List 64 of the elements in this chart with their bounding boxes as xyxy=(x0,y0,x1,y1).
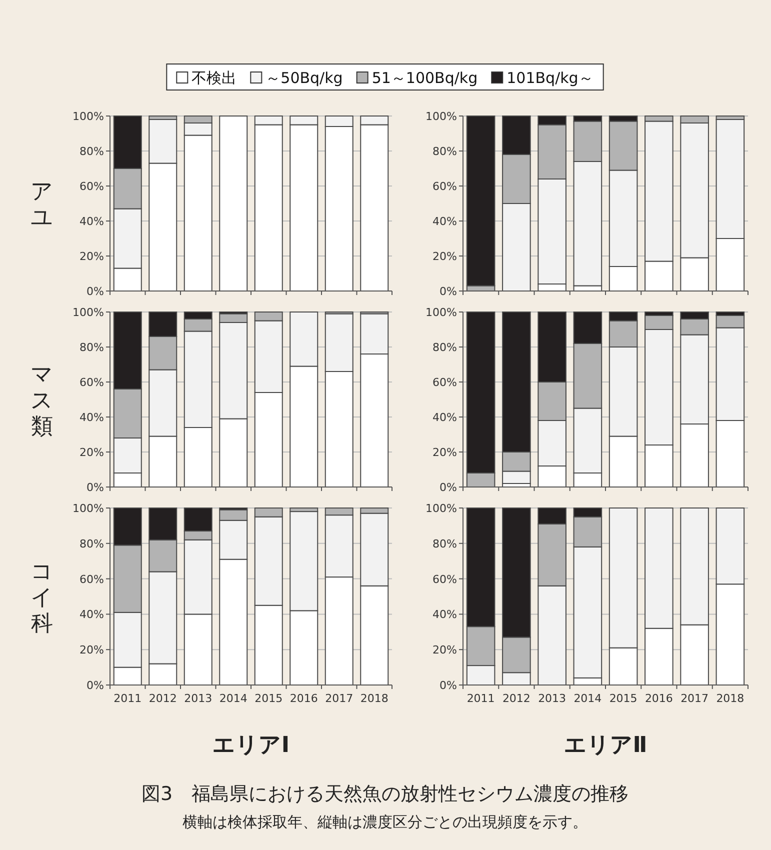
y-tick-label: 0% xyxy=(86,285,104,298)
x-tick-label: 2014 xyxy=(574,692,602,705)
x-tick-label: 2016 xyxy=(290,692,318,705)
x-tick-label: 2018 xyxy=(360,692,388,705)
x-tick-label: 2011 xyxy=(114,692,142,705)
legend-label: 51～100Bq/kg xyxy=(372,69,478,87)
x-tick-label: 2011 xyxy=(466,692,495,705)
y-tick-label: 40% xyxy=(80,411,104,424)
y-tick-label: 80% xyxy=(432,145,457,158)
y-tick-label: 80% xyxy=(80,145,104,158)
y-axis-title: マス類 xyxy=(30,362,54,440)
y-tick-label: 60% xyxy=(80,572,104,586)
y-axis-title: コイ科 xyxy=(30,560,54,636)
y-tick-label: 100% xyxy=(426,306,457,319)
legend-label: 101Bq/kg～ xyxy=(506,69,594,87)
y-tick-label: 20% xyxy=(80,644,104,657)
series-label: ～50Bq/kg xyxy=(266,69,343,87)
y-tick-label: 100% xyxy=(426,502,457,515)
y-tick-label: 40% xyxy=(432,215,457,228)
y-tick-label: 80% xyxy=(80,537,104,550)
x-axis-title: エリアⅠ xyxy=(212,733,290,758)
x-tick-label: 2015 xyxy=(609,692,638,705)
y-tick-label: 0% xyxy=(440,481,457,494)
x-tick-label: 2016 xyxy=(644,692,673,705)
y-tick-label: 20% xyxy=(432,446,457,459)
y-tick-label: 60% xyxy=(80,180,104,193)
bar xyxy=(466,116,496,286)
y-tick-label: 20% xyxy=(80,446,104,459)
y-tick-label: 60% xyxy=(80,376,104,389)
x-tick-label: 2017 xyxy=(325,692,354,705)
y-tick-label: 100% xyxy=(426,110,457,123)
text: 横軸は検体採取年、縦軸は濃度区分ごとの出現頻度を示す。 xyxy=(182,813,588,831)
text: 図3 福島県における天然魚の放射性セシウム濃度の推移 xyxy=(141,783,629,805)
y-tick-label: 100% xyxy=(72,306,104,319)
y-tick-label: 40% xyxy=(80,215,104,228)
series-label: 不検出 xyxy=(192,69,237,87)
y-tick-label: 60% xyxy=(432,180,457,193)
x-tick-label: 2018 xyxy=(716,692,744,705)
y-tick-label: 40% xyxy=(432,411,457,424)
x-axis-title: エリアⅡ xyxy=(564,733,648,758)
x-tick-label: 2017 xyxy=(680,692,709,705)
x-tick-label: 2013 xyxy=(538,692,566,705)
x-tick-label: 2015 xyxy=(254,692,283,705)
x-tick-label: 2013 xyxy=(184,692,212,705)
y-tick-label: 0% xyxy=(440,285,457,298)
y-tick-label: 100% xyxy=(72,110,104,123)
y-tick-label: 40% xyxy=(80,608,104,622)
x-tick-label: 2014 xyxy=(219,692,248,705)
y-tick-label: 0% xyxy=(86,679,104,692)
y-tick-label: 20% xyxy=(432,644,457,657)
y-tick-label: 80% xyxy=(432,537,457,550)
y-tick-label: 60% xyxy=(432,376,457,389)
y-tick-label: 20% xyxy=(80,250,104,263)
x-tick-label: 2012 xyxy=(502,692,530,705)
y-tick-label: 0% xyxy=(440,679,457,692)
y-tick-label: 60% xyxy=(432,572,457,586)
y-tick-label: 100% xyxy=(72,502,104,515)
x-tick-label: 2012 xyxy=(148,692,177,705)
y-tick-label: 80% xyxy=(80,341,104,354)
y-tick-label: 80% xyxy=(432,341,457,354)
y-tick-label: 40% xyxy=(432,608,457,622)
y-tick-label: 20% xyxy=(432,250,457,263)
y-tick-label: 0% xyxy=(86,481,104,494)
y-axis-title: アユ xyxy=(30,180,54,230)
